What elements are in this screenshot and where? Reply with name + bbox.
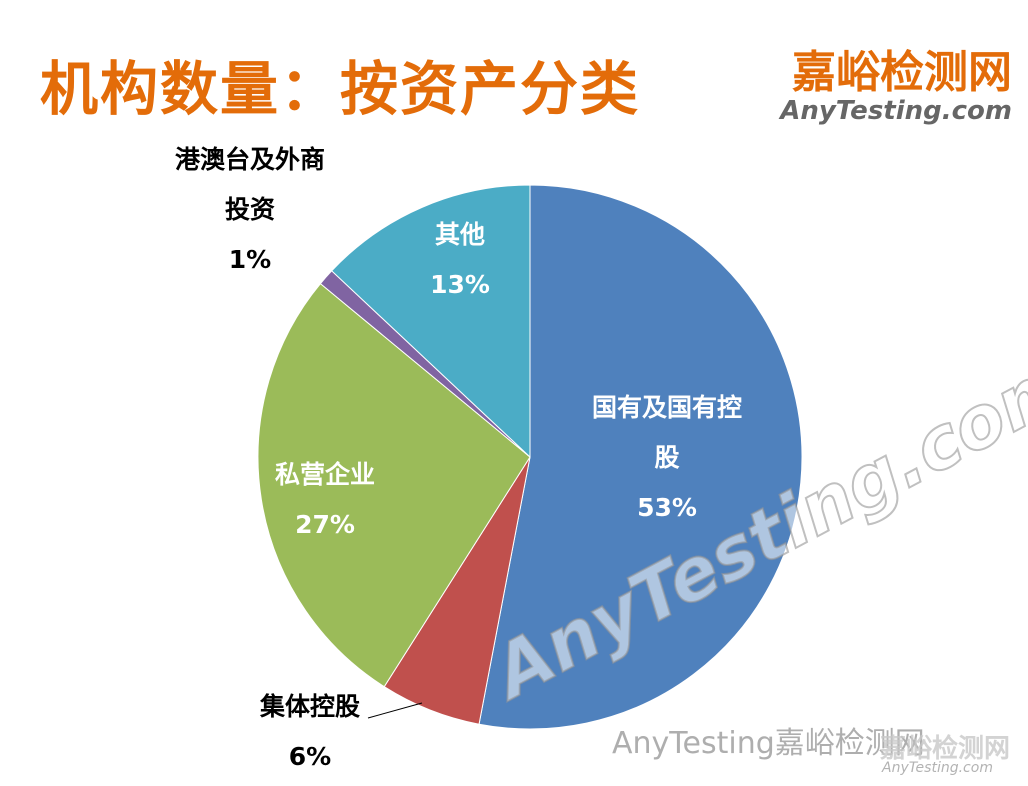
slice-value: 53% [637,493,697,522]
slice-value: 6% [288,742,332,771]
slice-value: 1% [228,245,272,274]
slice-label: 港澳台及外商投资 1% [170,135,330,285]
slice-label: 其他 13% [410,210,510,310]
watermark-line: AnyTesting嘉峪检测网 [612,726,925,761]
slice-category: 集体控股 [259,692,360,721]
watermark-logo-site: AnyTesting.com [882,760,993,776]
slice-label: 国有及国有控股 53% [592,383,742,533]
pie-slice [478,184,803,730]
logo-name: 嘉峪检测网 [792,47,1012,98]
logo-site: AnyTesting.com [780,96,1012,126]
slice-category: 国有及国有控股 [592,393,743,472]
slice-label: 私营企业 27% [250,450,400,550]
chart-title: 机构数量：按资产分类 [40,55,641,123]
watermark-logo-name: 嘉峪检测网 [880,734,1011,764]
pie-slice [331,184,531,459]
pie-slice [257,282,531,688]
slice-value: 27% [295,510,355,539]
slice-value: 13% [430,270,490,299]
slice-category: 私营企业 [274,460,375,489]
leader-line [367,702,423,719]
slice-category: 港澳台及外商投资 [174,145,325,224]
slice-category: 其他 [434,220,485,249]
slice-label: 集体控股 6% [240,682,380,782]
